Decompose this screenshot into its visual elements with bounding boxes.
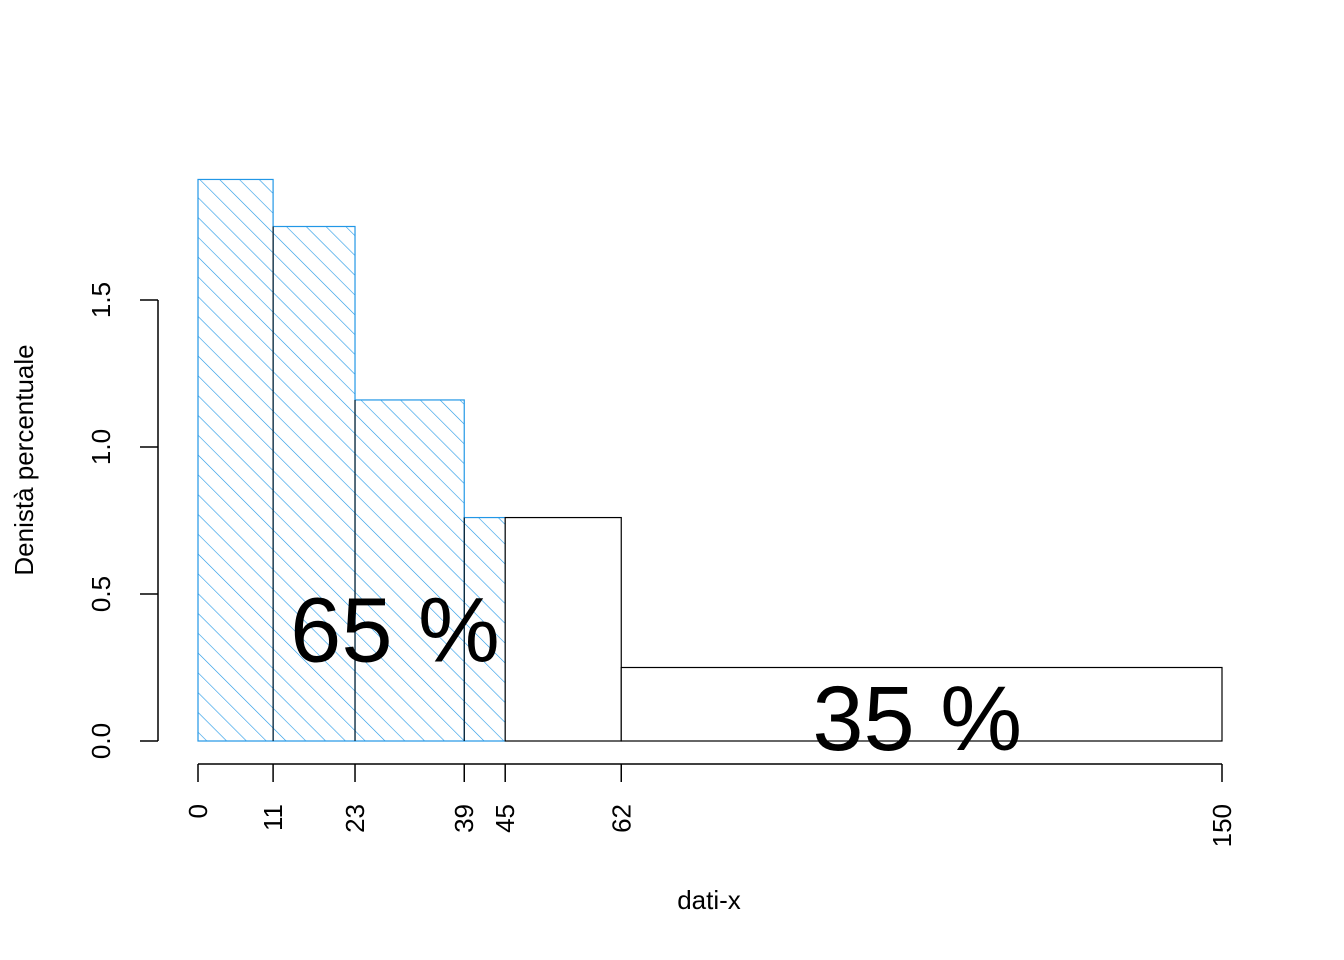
y-tick-label: 1.5 [86, 282, 116, 318]
histogram-bar-0-11 [197, 178, 274, 742]
x-tick-label: 45 [490, 804, 520, 833]
percent-annotation: 35 % [812, 668, 1022, 770]
y-tick-label: 0.5 [86, 576, 116, 612]
y-axis: 0.0 0.5 1.0 1.5 [86, 282, 159, 759]
x-tick-label: 150 [1207, 804, 1237, 847]
x-axis-title: dati-x [677, 885, 741, 915]
x-axis-ticks: 0 11 23 39 45 62 150 [183, 764, 1237, 847]
x-tick-label: 62 [606, 804, 636, 833]
histogram-bar-62-150 [620, 666, 1223, 742]
y-tick-label: 0.0 [86, 723, 116, 759]
x-axis: 0 11 23 39 45 62 150 [183, 763, 1237, 847]
y-axis-ticks: 0.0 0.5 1.0 1.5 [86, 282, 158, 759]
y-tick-label: 1.0 [86, 429, 116, 465]
y-axis-title: Denistà percentuale [9, 344, 39, 575]
x-tick-label: 11 [258, 804, 288, 831]
histogram-bars [197, 178, 1223, 742]
x-tick-label: 23 [340, 804, 370, 833]
percent-annotations: 65 % 35 % [290, 580, 1022, 770]
x-tick-label: 0 [183, 804, 213, 818]
percent-annotation: 65 % [290, 580, 500, 682]
histogram-bar-45-62 [504, 516, 622, 742]
histogram-bar-23-39 [354, 399, 465, 742]
histogram-bar-11-23 [272, 225, 356, 742]
x-tick-label: 39 [449, 804, 479, 833]
